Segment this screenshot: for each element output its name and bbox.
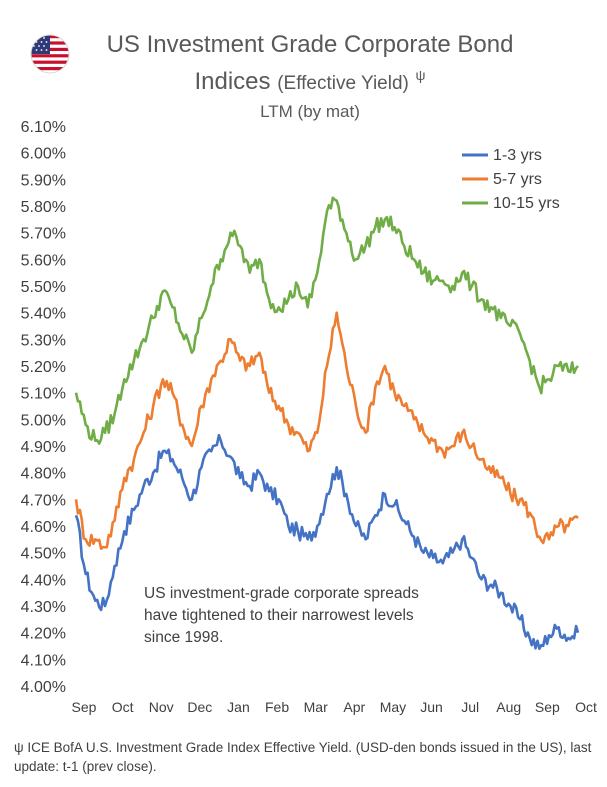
y-tick-label: 6.00%	[21, 146, 66, 163]
series-line-1-3-yrs	[74, 433, 580, 650]
chart-title-main: Indices	[194, 68, 271, 95]
y-tick-label: 5.50%	[21, 279, 66, 296]
annotation: US investment-grade corporate spreads hav…	[144, 585, 419, 646]
x-tick-label: Oct	[112, 699, 134, 715]
y-tick-label: 5.20%	[21, 359, 66, 376]
y-tick-label: 4.70%	[21, 492, 66, 509]
y-tick-label: 6.10%	[21, 119, 66, 136]
annotation-line: US investment-grade corporate spreads	[144, 585, 419, 602]
y-tick-label: 4.80%	[21, 466, 66, 483]
x-tick-label: Aug	[496, 699, 521, 715]
legend-label: 5-7 yrs	[493, 171, 542, 188]
chart-area: 4.00% 4.10% 4.20% 4.30% 4.40% 4.50% 4.60% 4.70%…	[21, 119, 597, 715]
y-tick-label: 4.40%	[21, 572, 66, 589]
y-tick-label: 5.60%	[21, 252, 66, 269]
x-tick-label: May	[380, 699, 406, 715]
x-tick-label: Jun	[420, 699, 443, 715]
y-tick-label: 5.10%	[21, 386, 66, 403]
chart-subtitle: LTM (by mat)	[260, 102, 360, 121]
us-flag-icon	[30, 34, 70, 74]
x-tick-label: Mar	[304, 699, 328, 715]
y-axis: 4.00% 4.10% 4.20% 4.30% 4.40% 4.50% 4.60% 4.70%…	[21, 119, 66, 696]
x-tick-label: Sep	[72, 699, 97, 715]
y-tick-label: 4.20%	[21, 626, 66, 643]
chart-title-paren: (Effective Yield)	[277, 73, 409, 94]
series-line-5-7-yrs	[74, 311, 579, 550]
footnote: ψ ICE BofA U.S. Investment Grade Index E…	[14, 740, 592, 774]
y-tick-label: 4.50%	[21, 546, 66, 563]
x-tick-label: Nov	[149, 699, 174, 715]
annotation-line: since 1998.	[144, 629, 223, 646]
x-tick-label: Dec	[187, 699, 212, 715]
y-tick-label: 4.00%	[21, 679, 66, 696]
x-axis: Sep Oct Nov Dec Jan Feb Mar Apr May Jun Jul Aug Sep O…	[72, 699, 597, 715]
chart-title-footnote-mark: ψ	[415, 67, 426, 83]
y-tick-label: 5.30%	[21, 332, 66, 349]
chart-title-line2: Indices (Effective Yield) ψ	[80, 60, 540, 99]
y-tick-label: 5.80%	[21, 199, 66, 216]
legend-label: 1-3 yrs	[493, 147, 542, 164]
chart-header: US Investment Grade Corporate Bond Indic…	[80, 30, 540, 123]
x-tick-label: Oct	[575, 699, 597, 715]
legend: 1-3 yrs 5-7 yrs 10-15 yrs	[462, 147, 560, 212]
x-tick-label: Apr	[343, 699, 365, 715]
y-tick-label: 5.00%	[21, 412, 66, 429]
x-tick-label: Jan	[227, 699, 250, 715]
x-tick-label: Sep	[535, 699, 560, 715]
legend-label: 10-15 yrs	[493, 195, 560, 212]
y-tick-label: 4.60%	[21, 519, 66, 536]
y-tick-label: 4.90%	[21, 439, 66, 456]
series-layer	[74, 196, 580, 650]
chart-title-line1: US Investment Grade Corporate Bond	[106, 31, 514, 58]
y-tick-label: 5.70%	[21, 226, 66, 243]
y-tick-label: 5.90%	[21, 172, 66, 189]
x-tick-label: Feb	[265, 699, 289, 715]
y-tick-label: 5.40%	[21, 306, 66, 323]
annotation-line: have tightened to their narrowest levels	[144, 607, 414, 624]
series-line-10-15-yrs	[74, 196, 579, 445]
y-tick-label: 4.30%	[21, 599, 66, 616]
x-tick-label: Jul	[461, 699, 479, 715]
y-tick-label: 4.10%	[21, 652, 66, 669]
